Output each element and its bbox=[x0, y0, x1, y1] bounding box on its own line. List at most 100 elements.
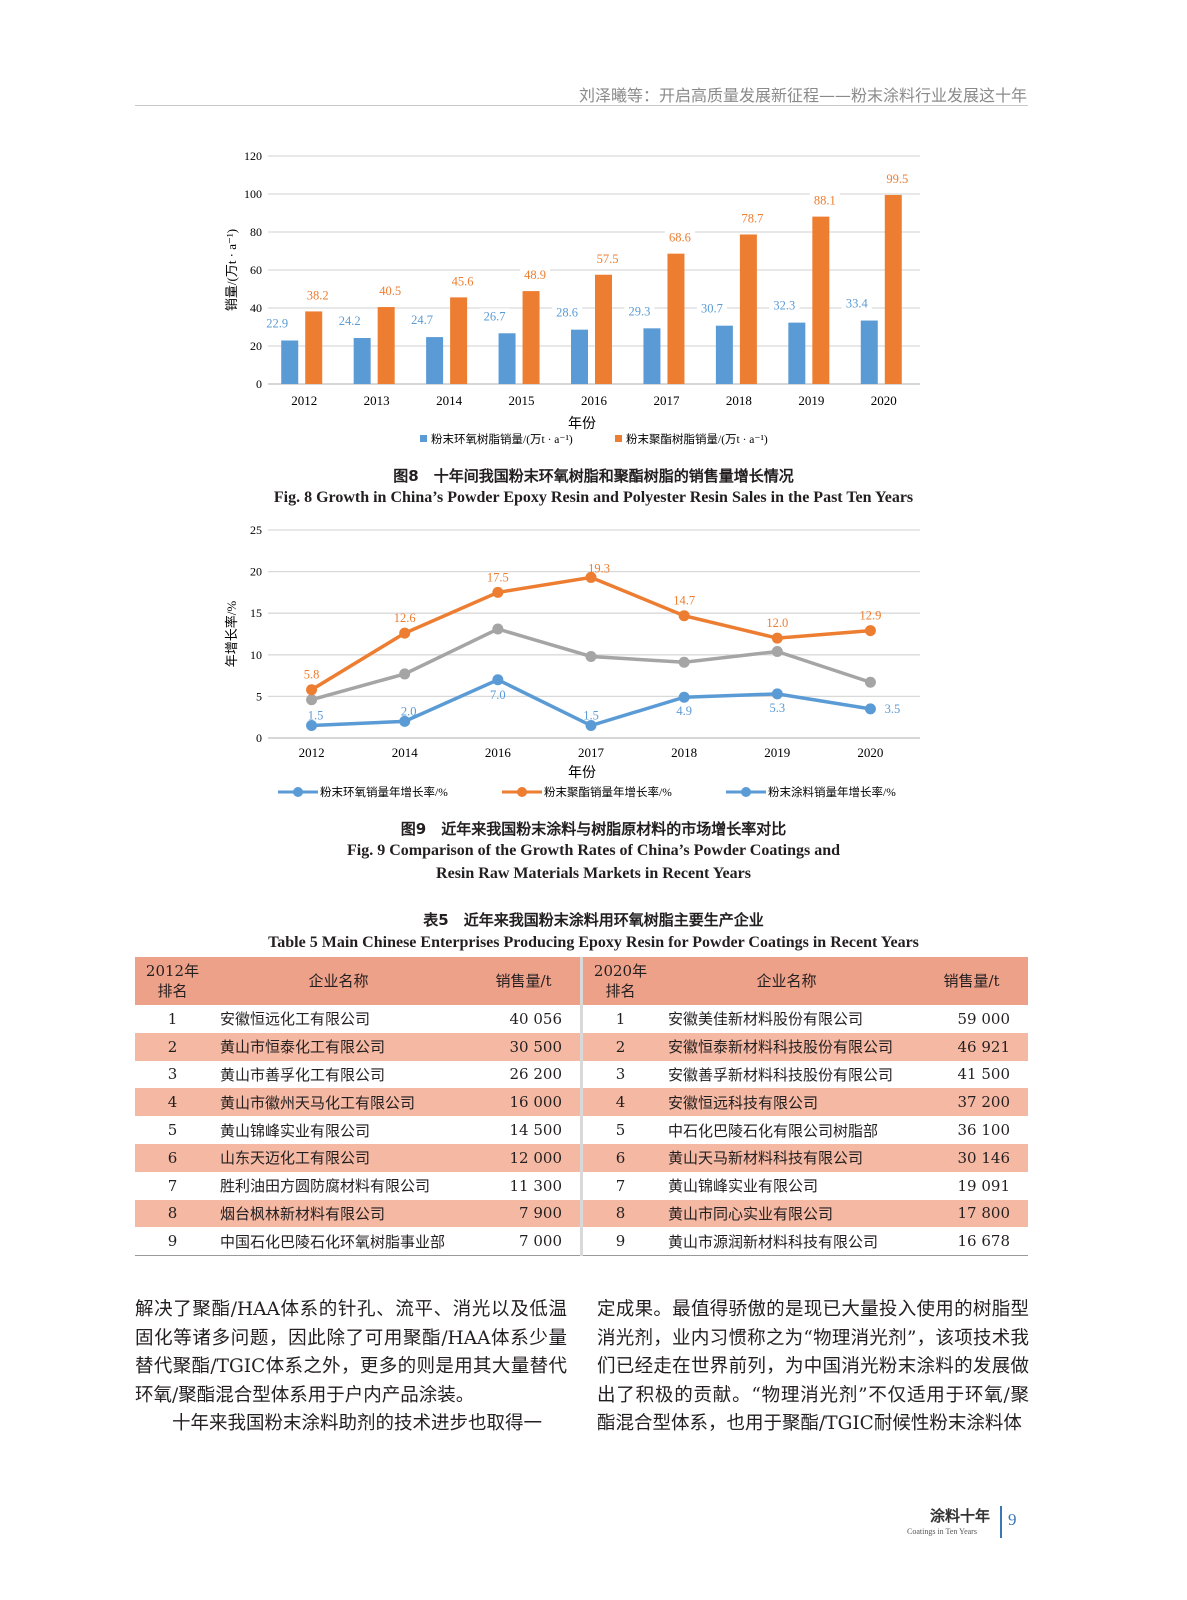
sales-2012: 26 200 bbox=[509, 1065, 563, 1084]
data-point bbox=[585, 650, 597, 662]
data-label: 33.4 bbox=[846, 297, 869, 311]
x-tick-label: 2018 bbox=[726, 393, 752, 408]
rank-2012: 4 bbox=[135, 1088, 210, 1117]
sales-2012: 7 900 bbox=[467, 1199, 582, 1228]
fig8-caption-cn: 图8 十年间我国粉末环氧树脂和聚酯树脂的销售量增长情况 bbox=[393, 467, 794, 485]
paragraph: 解决了聚酯/HAA体系的针孔、流平、消光以及低温固化等诸多问题，因此除了可用聚酯… bbox=[135, 1299, 567, 1406]
rank-2012: 1 bbox=[167, 1009, 178, 1028]
table-row: 8 烟台枫林新材料有限公司 7 900 8 黄山市同心实业有限公司 17 800 bbox=[135, 1199, 1028, 1228]
table-row: 3 黄山市善孚化工有限公司 26 200 3 安徽善孚新材料科技股份有限公司 41 500 bbox=[135, 1060, 1028, 1089]
table5: 2012年 排名 企业名称 销售量/t 2020年 排名 企业名称 销售量/t 1 安… bbox=[135, 957, 1028, 1257]
data-point bbox=[771, 688, 783, 700]
legend-marker bbox=[741, 787, 751, 797]
rank-2020: 8 bbox=[580, 1199, 658, 1228]
table-header-row: 2012年 排名 企业名称 销售量/t 2020年 排名 企业名称 销售量/t bbox=[135, 957, 1028, 1005]
x-tick-label: 2017 bbox=[653, 393, 680, 408]
rank-2020: 5 bbox=[580, 1116, 658, 1144]
y-tick-label: 100 bbox=[244, 187, 262, 201]
company-2012: 黄山市善孚化工有限公司 bbox=[220, 1065, 386, 1084]
company-2020: 中石化巴陵石化有限公司树脂部 bbox=[668, 1121, 879, 1140]
x-tick-label: 2016 bbox=[485, 745, 512, 760]
fig9-caption-en-2: Resin Raw Materials Markets in Recent Ye… bbox=[436, 865, 751, 882]
legend-label: 粉末聚酯树脂销量/(万t · a⁻¹) bbox=[626, 432, 768, 446]
x-tick-label: 2020 bbox=[857, 745, 883, 760]
data-label: 99.5 bbox=[886, 172, 908, 186]
data-label: 88.1 bbox=[814, 194, 836, 208]
company-2012: 安徽恒远化工有限公司 bbox=[220, 1010, 371, 1029]
table-row: 2 黄山市恒泰化工有限公司 30 500 2 安徽恒泰新材料科技股份有限公司 46 921 bbox=[135, 1032, 1028, 1061]
rank-2012: 6 bbox=[135, 1143, 210, 1172]
y-tick-label: 25 bbox=[250, 523, 262, 537]
sales-2012: 11 300 bbox=[509, 1176, 563, 1195]
sales-2020: 19 091 bbox=[957, 1176, 1011, 1195]
legend-label: 粉末环氧树脂销量/(万t · a⁻¹) bbox=[431, 432, 573, 446]
x-tick-label: 2012 bbox=[291, 393, 317, 408]
header-rank-2012: 2012年 排名 bbox=[135, 957, 210, 1005]
data-label: 30.7 bbox=[701, 302, 723, 316]
data-label-bg bbox=[769, 297, 800, 313]
sales-2020: 46 921 bbox=[915, 1032, 1028, 1061]
header-name: 企业名称 bbox=[658, 957, 915, 1005]
data-label-bg bbox=[624, 303, 655, 319]
y-tick-label: 80 bbox=[250, 225, 262, 239]
data-point bbox=[492, 586, 504, 598]
bar-chart-fig8: 0 20 40 60 80 100 120 2012 22.9 38.2 2013 24.2 40.5 2… bbox=[224, 149, 920, 446]
bar-polyester bbox=[377, 307, 395, 384]
table5-caption-cn: 表5 近年来我国粉末涂料用环氧树脂主要生产企业 bbox=[423, 911, 764, 929]
rank-2012: 7 bbox=[167, 1176, 178, 1195]
table-row: 7 胜利油田方圆防腐材料有限公司 11 300 7 黄山锦峰实业有限公司 19 091 bbox=[135, 1171, 1028, 1200]
line-chart-fig9: 0 5 10 15 20 25 2012 2014 2016 2017 2018 2019 2020 5.… bbox=[224, 523, 920, 799]
data-label: 26.7 bbox=[484, 309, 506, 323]
data-label: 4.9 bbox=[676, 704, 692, 718]
data-point bbox=[399, 715, 411, 727]
bar-epoxy bbox=[860, 320, 878, 384]
header-rule bbox=[135, 105, 1028, 106]
data-label-bg bbox=[592, 250, 623, 266]
x-tick-label: 2018 bbox=[671, 745, 697, 760]
data-label: 1.5 bbox=[308, 709, 324, 723]
legend-swatch bbox=[615, 435, 622, 442]
y-tick-label: 15 bbox=[250, 606, 262, 620]
bar-epoxy bbox=[643, 328, 661, 384]
rank-2020: 2 bbox=[580, 1032, 658, 1061]
data-point bbox=[306, 684, 318, 696]
data-label-bg bbox=[262, 315, 293, 331]
data-label: 19.3 bbox=[588, 561, 610, 575]
x-tick-label: 2013 bbox=[364, 393, 390, 408]
company-2012: 黄山市恒泰化工有限公司 bbox=[210, 1032, 467, 1061]
rank-2012: 3 bbox=[167, 1065, 178, 1084]
data-point bbox=[306, 720, 318, 732]
rank-2020: 3 bbox=[580, 1060, 658, 1089]
series-line bbox=[310, 575, 871, 692]
table5-caption-en: Table 5 Main Chinese Enterprises Produci… bbox=[268, 934, 919, 951]
sales-2020: 59 000 bbox=[957, 1009, 1011, 1028]
data-label-bg bbox=[737, 210, 768, 226]
data-point bbox=[306, 694, 318, 706]
data-label: 1.5 bbox=[583, 709, 599, 723]
y-axis-title: 销量/(万t · a⁻¹) bbox=[224, 229, 239, 311]
rank-2020: 9 bbox=[580, 1227, 658, 1257]
rank-2012: 2 bbox=[135, 1032, 210, 1061]
data-label-bg bbox=[809, 192, 840, 208]
data-label: 2.0 bbox=[401, 704, 417, 718]
bar-polyester bbox=[522, 291, 540, 384]
company-2020: 安徽美佳新材料股份有限公司 bbox=[668, 1010, 864, 1029]
sales-2020: 36 100 bbox=[957, 1121, 1011, 1140]
sales-2020: 30 146 bbox=[915, 1143, 1028, 1172]
rank-2020: 7 bbox=[580, 1171, 658, 1200]
data-label: 24.7 bbox=[411, 313, 433, 327]
data-label: 5.8 bbox=[304, 668, 320, 682]
bar-polyester bbox=[739, 234, 757, 384]
x-tick-label: 2019 bbox=[764, 745, 790, 760]
data-label-bg bbox=[841, 295, 872, 311]
bar-epoxy bbox=[715, 325, 733, 384]
x-tick-label: 2014 bbox=[436, 393, 463, 408]
bar-polyester bbox=[305, 311, 323, 384]
rank-2020: 6 bbox=[580, 1143, 658, 1172]
y-tick-label: 20 bbox=[250, 339, 262, 353]
company-2012: 山东天迈化工有限公司 bbox=[210, 1143, 467, 1172]
legend-marker bbox=[517, 787, 527, 797]
sales-2012: 30 500 bbox=[467, 1032, 582, 1061]
company-2012: 黄山锦峰实业有限公司 bbox=[220, 1121, 371, 1140]
table-row: 4 黄山市徽州天马化工有限公司 16 000 4 安徽恒远科技有限公司 37 200 bbox=[135, 1088, 1028, 1117]
